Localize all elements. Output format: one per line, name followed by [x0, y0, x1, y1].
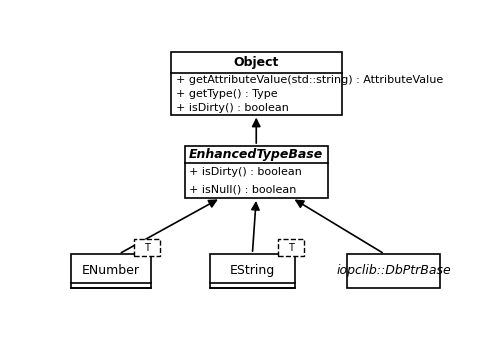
- Bar: [134, 239, 160, 256]
- Text: Object: Object: [234, 56, 279, 69]
- Text: + getType() : Type: + getType() : Type: [176, 89, 278, 99]
- Text: + getAttributeValue(std::string) : AttributeValue: + getAttributeValue(std::string) : Attri…: [176, 75, 443, 85]
- Bar: [171, 52, 342, 115]
- Text: EnhancedTypeBase: EnhancedTypeBase: [189, 148, 324, 161]
- Bar: [210, 254, 295, 288]
- Bar: [348, 254, 440, 288]
- Bar: [278, 239, 304, 256]
- Text: + isNull() : boolean: + isNull() : boolean: [189, 184, 296, 194]
- Text: + isDirty() : boolean: + isDirty() : boolean: [176, 103, 288, 113]
- Text: T: T: [288, 243, 294, 252]
- Text: + isDirty() : boolean: + isDirty() : boolean: [189, 167, 302, 177]
- Bar: [184, 146, 328, 198]
- Bar: [71, 254, 150, 288]
- Text: EString: EString: [230, 264, 275, 277]
- Text: T: T: [144, 243, 150, 252]
- Text: iopclib::DbPtrBase: iopclib::DbPtrBase: [336, 264, 451, 277]
- Text: ENumber: ENumber: [82, 264, 140, 277]
